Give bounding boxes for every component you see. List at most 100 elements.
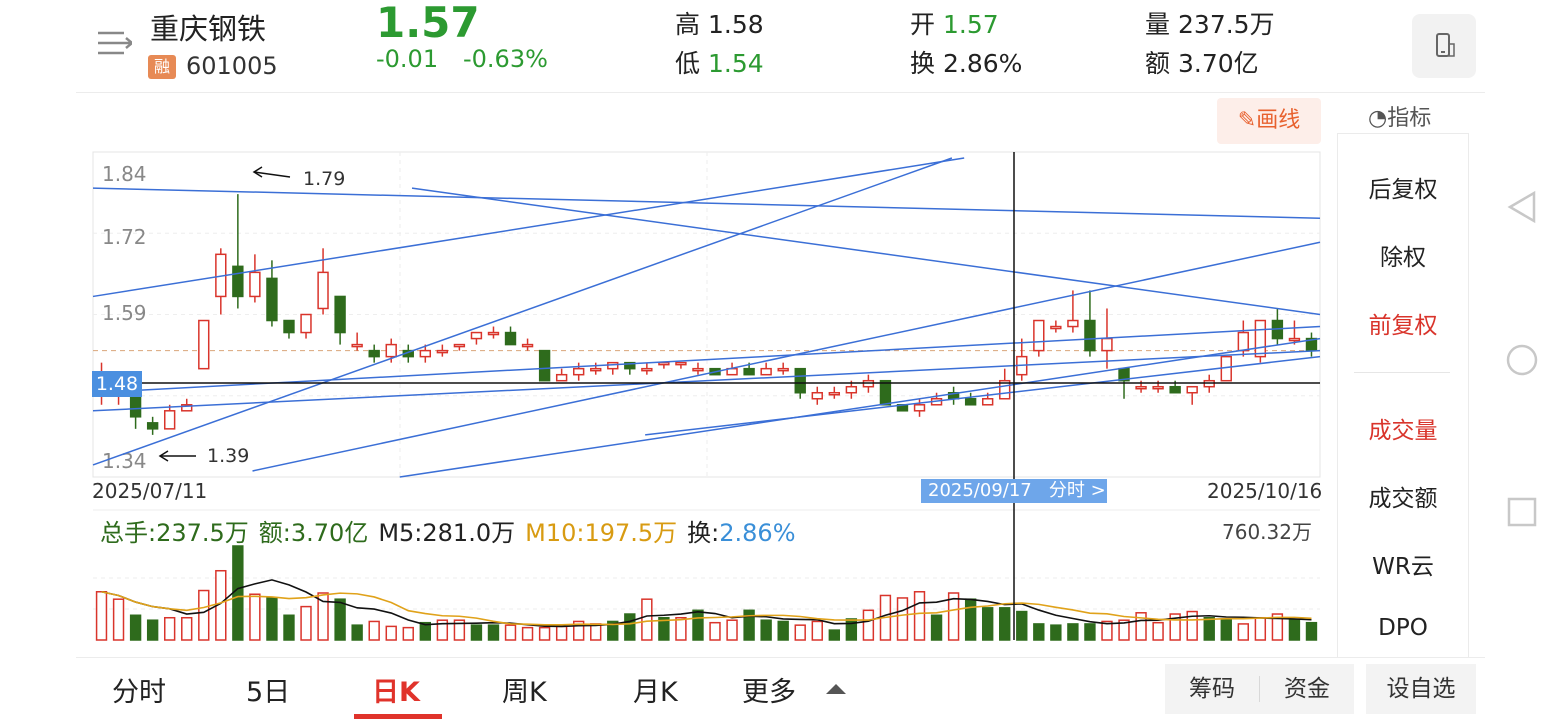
chevron-up-icon[interactable] bbox=[826, 684, 846, 694]
stock-name: 重庆钢铁 bbox=[150, 12, 267, 46]
side-item-volume[interactable]: 成交量 bbox=[1368, 418, 1438, 444]
chips-button[interactable]: 筹码 bbox=[1189, 676, 1235, 702]
candle-body bbox=[1254, 319, 1267, 358]
current-price: 1.57 bbox=[376, 0, 480, 47]
volume-bar bbox=[368, 620, 380, 641]
tab-weekly-k[interactable]: 周K bbox=[502, 677, 547, 708]
volume-bar bbox=[198, 589, 210, 641]
side-item-post-adjusted[interactable]: 后复权 bbox=[1368, 177, 1438, 203]
trendline bbox=[411, 187, 1321, 316]
volume-bar bbox=[624, 613, 636, 641]
indicator-button[interactable]: ◔指标 bbox=[1368, 106, 1432, 131]
volume-bar bbox=[1152, 621, 1164, 641]
tab-daily-k[interactable]: 日K bbox=[372, 677, 420, 708]
volume-bar bbox=[334, 598, 346, 641]
candle-body bbox=[198, 319, 210, 370]
candle-body bbox=[981, 398, 994, 406]
volume-bar bbox=[95, 591, 108, 641]
trendline bbox=[92, 325, 1321, 394]
side-item-ex-rights[interactable]: 除权 bbox=[1380, 245, 1426, 271]
active-tab-indicator bbox=[354, 714, 442, 719]
y-label: 1.72 bbox=[102, 225, 147, 249]
volume-bar bbox=[590, 623, 602, 641]
volume-bar bbox=[675, 616, 687, 641]
volume-bars bbox=[95, 545, 1318, 641]
candle-body bbox=[1084, 319, 1096, 352]
volume-bar bbox=[641, 598, 653, 641]
candle-body bbox=[538, 349, 551, 382]
candle-body bbox=[419, 349, 432, 358]
side-item-dpo[interactable]: DPO bbox=[1378, 615, 1428, 641]
candle-body bbox=[624, 361, 636, 370]
candle-body bbox=[317, 271, 329, 310]
tab-more[interactable]: 更多 bbox=[742, 677, 796, 708]
volume-bar bbox=[947, 592, 960, 641]
price-change-pct: -0.63% bbox=[463, 45, 548, 73]
total-volume: 总手:237.5万 bbox=[100, 519, 249, 547]
volume-bar bbox=[692, 609, 704, 641]
side-item-pre-adjusted[interactable]: 前复权 bbox=[1368, 313, 1438, 339]
turnover-value: 2.86% bbox=[719, 519, 796, 547]
side-item-wr[interactable]: WR云 bbox=[1372, 554, 1434, 580]
add-watchlist-button[interactable]: 设自选 bbox=[1366, 664, 1476, 714]
volume-bar bbox=[1135, 612, 1147, 641]
volume-bar bbox=[964, 598, 977, 641]
landscape-toggle-button[interactable] bbox=[1412, 14, 1476, 78]
funds-button[interactable]: 资金 bbox=[1284, 676, 1330, 702]
volume-bar bbox=[999, 607, 1011, 641]
trendline bbox=[399, 337, 1321, 478]
candle-body bbox=[521, 343, 534, 348]
candle-body bbox=[692, 367, 704, 372]
volume-bar bbox=[1169, 613, 1181, 641]
volume-bar bbox=[300, 605, 312, 641]
volume-bar bbox=[1186, 610, 1198, 641]
volume-bar bbox=[181, 616, 193, 641]
pencil-icon: ✎ bbox=[1237, 108, 1257, 133]
candle-body bbox=[555, 373, 568, 382]
volume-bar bbox=[1033, 623, 1045, 641]
volume-bar bbox=[811, 620, 823, 641]
candle-body bbox=[283, 319, 295, 334]
volume-bar bbox=[266, 597, 278, 641]
ma5-volume: M5:281.0万 bbox=[378, 519, 516, 547]
tab-intraday[interactable]: 分时 bbox=[112, 677, 166, 708]
candle-body bbox=[232, 265, 244, 298]
x-start-date: 2025/07/11 bbox=[92, 479, 208, 503]
side-item-amount[interactable]: 成交额 bbox=[1368, 486, 1438, 512]
x-end-date: 2025/10/16 bbox=[1207, 479, 1323, 503]
stock-code: 601005 bbox=[186, 52, 278, 80]
candle-body bbox=[146, 422, 159, 430]
crosshair-date-label[interactable]: 2025/09/17 分时 > bbox=[921, 479, 1107, 503]
volume-bar bbox=[1101, 620, 1113, 641]
tab-monthly-k[interactable]: 月K bbox=[633, 677, 678, 708]
candle-body bbox=[964, 398, 977, 406]
menu-icon[interactable] bbox=[98, 30, 132, 58]
intraday-link[interactable]: 分时 > bbox=[1048, 480, 1106, 501]
trendline bbox=[92, 157, 953, 466]
draw-line-button[interactable]: ✎画线 bbox=[1217, 98, 1321, 144]
volume-bar bbox=[163, 616, 176, 641]
candle-body bbox=[879, 379, 892, 406]
stat-low: 低 1.54 bbox=[675, 49, 764, 78]
recents-icon[interactable] bbox=[1507, 497, 1537, 527]
candle-body bbox=[1033, 319, 1045, 352]
candle-body bbox=[845, 385, 858, 394]
trendline bbox=[92, 349, 1321, 412]
candle-body bbox=[641, 367, 653, 372]
volume-bar bbox=[1118, 619, 1130, 641]
volume-bar bbox=[538, 626, 551, 641]
gauge-icon: ◔ bbox=[1368, 106, 1388, 131]
tab-5day[interactable]: 5日 bbox=[246, 677, 291, 708]
volume-bar bbox=[896, 597, 909, 641]
candle-body bbox=[487, 331, 500, 336]
volume-bar bbox=[794, 624, 806, 641]
candle-body bbox=[607, 361, 619, 370]
candle-body bbox=[504, 331, 517, 346]
crosshair bbox=[93, 152, 1320, 640]
back-icon[interactable] bbox=[1506, 190, 1538, 224]
stat-high: 高 1.58 bbox=[675, 10, 764, 39]
home-icon[interactable] bbox=[1505, 343, 1539, 377]
candle-body bbox=[1050, 325, 1062, 330]
segment-divider bbox=[1259, 676, 1260, 702]
